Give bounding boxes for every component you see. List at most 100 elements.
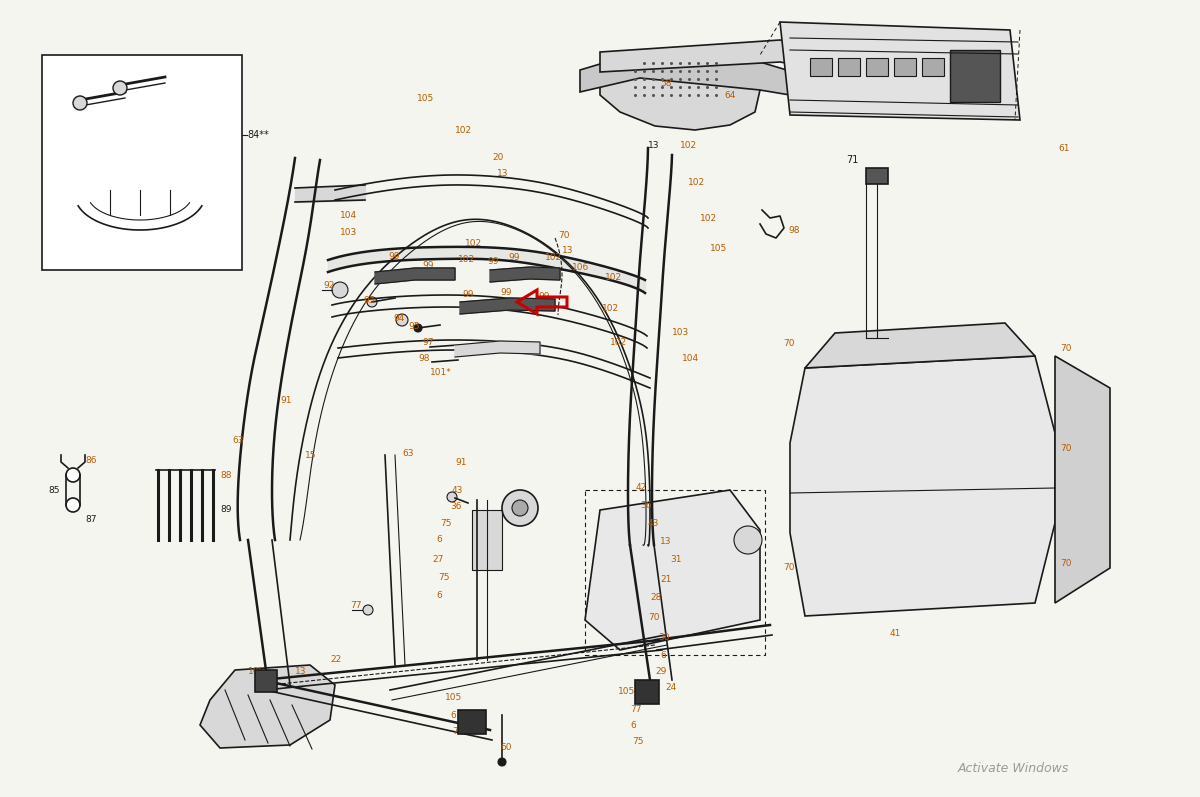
Text: 89: 89 bbox=[220, 505, 232, 515]
Text: 92: 92 bbox=[323, 281, 335, 289]
Text: 13: 13 bbox=[562, 245, 574, 254]
Text: 104: 104 bbox=[682, 354, 700, 363]
Text: 6: 6 bbox=[436, 591, 442, 600]
Text: 86: 86 bbox=[85, 456, 96, 465]
Circle shape bbox=[367, 297, 377, 307]
Text: 102: 102 bbox=[610, 337, 628, 347]
Text: 75: 75 bbox=[438, 574, 450, 583]
Bar bbox=[866, 58, 888, 76]
Circle shape bbox=[734, 526, 762, 554]
Text: 102: 102 bbox=[545, 253, 562, 262]
Text: 91: 91 bbox=[280, 395, 292, 405]
Polygon shape bbox=[586, 490, 760, 650]
Circle shape bbox=[66, 468, 80, 482]
Text: 91: 91 bbox=[455, 457, 467, 466]
Text: 102: 102 bbox=[680, 140, 697, 150]
Text: 64: 64 bbox=[724, 91, 736, 100]
Polygon shape bbox=[374, 268, 455, 284]
Polygon shape bbox=[460, 298, 554, 314]
Text: 84**: 84** bbox=[247, 130, 269, 140]
Bar bbox=[256, 670, 277, 692]
Text: 70: 70 bbox=[1060, 344, 1072, 352]
Text: 85: 85 bbox=[48, 485, 60, 494]
Bar bbox=[810, 58, 832, 76]
Bar bbox=[458, 710, 486, 734]
Text: 70: 70 bbox=[1060, 559, 1072, 567]
Text: 63: 63 bbox=[232, 435, 244, 445]
Text: 102: 102 bbox=[605, 273, 622, 282]
Circle shape bbox=[502, 490, 538, 526]
Polygon shape bbox=[600, 40, 840, 72]
Text: 13: 13 bbox=[660, 537, 672, 547]
Polygon shape bbox=[200, 665, 335, 748]
Text: 94: 94 bbox=[394, 313, 404, 323]
Bar bbox=[950, 50, 1000, 102]
Text: 63: 63 bbox=[402, 449, 414, 457]
Text: 102: 102 bbox=[458, 256, 475, 265]
Text: 6: 6 bbox=[450, 712, 456, 720]
Text: 99: 99 bbox=[388, 252, 400, 261]
Text: 6: 6 bbox=[660, 650, 666, 659]
Bar bbox=[42, 55, 242, 270]
Text: 97: 97 bbox=[422, 337, 433, 347]
Text: 60: 60 bbox=[500, 744, 511, 752]
Polygon shape bbox=[790, 356, 1055, 616]
Text: 6: 6 bbox=[436, 536, 442, 544]
Text: 70: 70 bbox=[558, 230, 570, 240]
Text: 105: 105 bbox=[710, 244, 727, 253]
Text: 6: 6 bbox=[630, 721, 636, 731]
Text: 77: 77 bbox=[630, 705, 642, 714]
Text: 77: 77 bbox=[350, 600, 361, 610]
Text: 99: 99 bbox=[462, 289, 474, 299]
Text: 98: 98 bbox=[788, 226, 799, 234]
Text: 99: 99 bbox=[422, 261, 433, 269]
Text: 102: 102 bbox=[688, 178, 706, 186]
Text: 70: 70 bbox=[1060, 443, 1072, 453]
Bar bbox=[922, 58, 944, 76]
Text: 28: 28 bbox=[650, 594, 661, 603]
Text: 103: 103 bbox=[672, 328, 689, 336]
Circle shape bbox=[414, 324, 422, 332]
Text: 70: 70 bbox=[648, 614, 660, 622]
Text: 105: 105 bbox=[418, 93, 434, 103]
Circle shape bbox=[364, 605, 373, 615]
Circle shape bbox=[396, 314, 408, 326]
Text: 24: 24 bbox=[665, 684, 677, 693]
Text: 99: 99 bbox=[538, 292, 550, 300]
Text: 36: 36 bbox=[640, 501, 652, 509]
Text: 88: 88 bbox=[220, 470, 232, 480]
Text: 13: 13 bbox=[497, 168, 509, 178]
Text: 31: 31 bbox=[670, 556, 682, 564]
Text: 43: 43 bbox=[452, 485, 463, 494]
Polygon shape bbox=[805, 323, 1034, 368]
Text: 102: 102 bbox=[466, 238, 482, 248]
Text: 13: 13 bbox=[648, 140, 660, 150]
Text: 58: 58 bbox=[660, 78, 672, 88]
Circle shape bbox=[66, 498, 80, 512]
Text: 30: 30 bbox=[658, 633, 670, 642]
Text: 102: 102 bbox=[700, 214, 718, 222]
Bar bbox=[950, 58, 972, 76]
Text: 13: 13 bbox=[295, 668, 306, 677]
Text: 61: 61 bbox=[1058, 143, 1069, 152]
Circle shape bbox=[113, 81, 127, 95]
Text: 42: 42 bbox=[636, 482, 647, 492]
Circle shape bbox=[332, 282, 348, 298]
Text: 99: 99 bbox=[487, 257, 498, 266]
Text: Activate Windows: Activate Windows bbox=[958, 761, 1069, 775]
Text: 101*: 101* bbox=[430, 367, 451, 376]
Text: 95: 95 bbox=[408, 321, 420, 331]
Text: 99: 99 bbox=[508, 253, 520, 262]
Text: 43: 43 bbox=[648, 520, 659, 528]
Text: 98: 98 bbox=[418, 354, 430, 363]
Bar bbox=[635, 680, 659, 704]
Text: 87: 87 bbox=[85, 516, 96, 524]
Text: 75: 75 bbox=[440, 520, 451, 528]
Text: 102: 102 bbox=[455, 125, 472, 135]
Text: 15: 15 bbox=[305, 450, 317, 460]
Text: 27: 27 bbox=[432, 556, 443, 564]
Text: 75: 75 bbox=[452, 728, 463, 736]
Polygon shape bbox=[455, 341, 540, 357]
Text: 36: 36 bbox=[450, 501, 462, 511]
Text: 71: 71 bbox=[846, 155, 858, 165]
